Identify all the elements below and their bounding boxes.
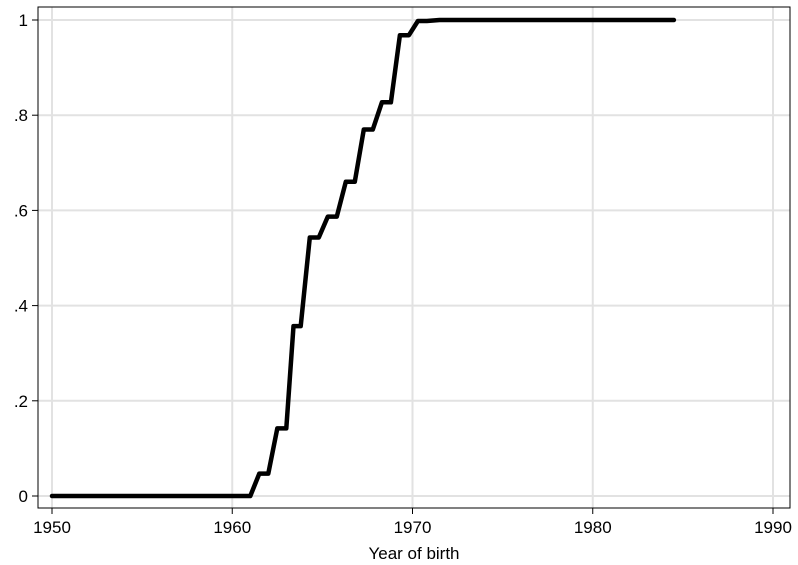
y-tick-label: 0 bbox=[19, 487, 28, 506]
x-tick-label: 1960 bbox=[213, 518, 251, 537]
x-tick-label: 1990 bbox=[754, 518, 792, 537]
series-line bbox=[49, 17, 677, 499]
y-axis: 0 .2 .4 .6 .8 1 bbox=[14, 11, 38, 506]
vertical-grid-lines bbox=[51, 7, 774, 508]
series-layer bbox=[49, 17, 677, 499]
plot-frame bbox=[37, 6, 791, 509]
x-tick-label: 1970 bbox=[394, 518, 432, 537]
y-tick-label: .6 bbox=[14, 201, 28, 220]
y-tick-label: .8 bbox=[14, 106, 28, 125]
y-tick-label: .2 bbox=[14, 392, 28, 411]
y-tick-label: 1 bbox=[19, 11, 28, 30]
x-tick-label: 1950 bbox=[33, 518, 71, 537]
y-tick-label: .4 bbox=[14, 297, 28, 316]
x-axis-title: Year of birth bbox=[368, 544, 459, 563]
x-axis: 1950 1960 1970 1980 1990 bbox=[33, 508, 792, 537]
x-tick-label: 1980 bbox=[574, 518, 612, 537]
